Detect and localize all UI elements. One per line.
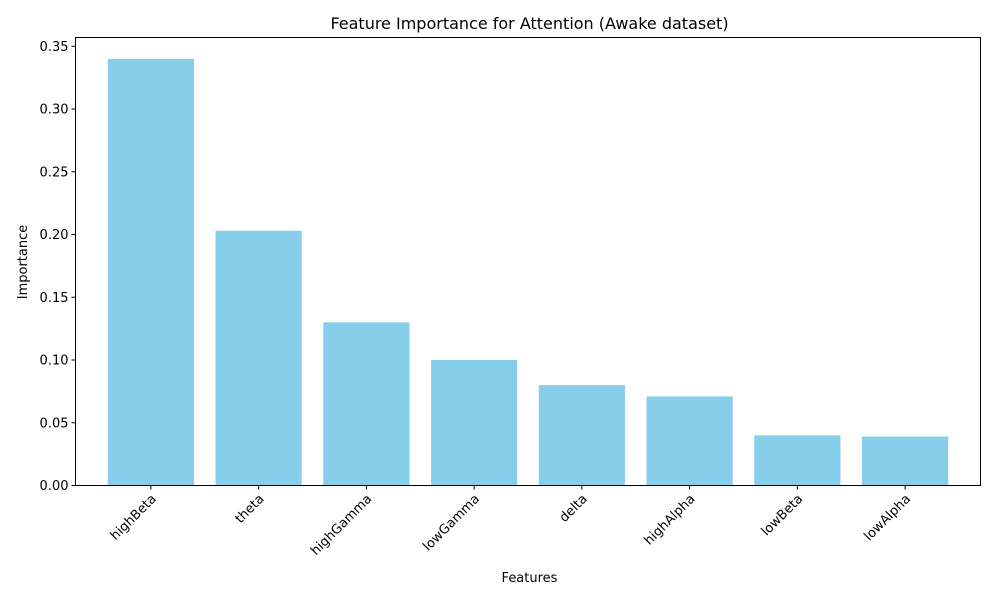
x-axis-label: Features [502,571,558,586]
y-tick-label: 0.35 [40,40,69,55]
y-tick-label: 0.25 [40,165,69,180]
y-tick-label: 0.15 [40,291,69,306]
y-tick-label: 0.20 [40,228,69,243]
x-tick-label: highAlpha [642,492,699,549]
bars [107,58,949,486]
x-tick-label: lowGamma [420,492,483,555]
x-axis: highBeta theta highGamma lowGamma delta highA… [108,485,914,559]
x-tick-label: lowAlpha [861,492,913,544]
bar-lowAlpha [861,436,949,486]
bar-highAlpha [646,396,733,486]
bar-lowGamma [431,360,518,486]
bar-theta [215,230,302,486]
y-tick-label: 0.05 [40,416,69,431]
bar-highBeta [107,58,195,486]
bar-delta [538,385,625,486]
bar-lowBeta [754,435,841,486]
x-tick-label: lowBeta [759,492,807,540]
x-tick-label: highBeta [108,492,160,544]
x-tick-label: theta [233,492,268,527]
plot-frame [75,37,981,486]
x-tick-label: delta [557,492,591,526]
y-tick-label: 0.10 [40,354,69,369]
y-axis: 0.00 0.05 0.10 0.15 0.20 0.25 0.30 0.35 [40,40,76,494]
chart-title: Feature Importance for Attention (Awake … [330,14,728,33]
bar-highGamma [323,322,410,486]
y-axis-label: Importance [16,225,31,300]
y-tick-label: 0.00 [40,479,69,494]
x-tick-label: highGamma [308,492,375,559]
y-tick-label: 0.30 [40,103,69,118]
